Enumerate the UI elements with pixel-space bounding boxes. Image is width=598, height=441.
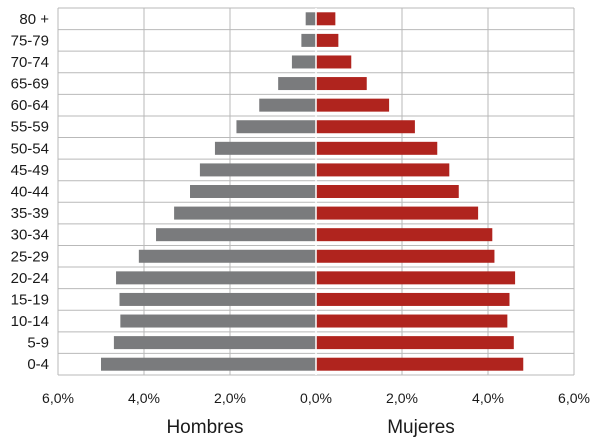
- axis-title-hombres: Hombres: [166, 417, 243, 438]
- bar-hombres-15-19: [119, 292, 317, 306]
- category-label: 30-34: [11, 227, 49, 244]
- bar-mujeres-35-39: [316, 206, 479, 220]
- category-label: 70-74: [11, 54, 49, 71]
- bar-hombres-25-29: [138, 249, 316, 263]
- category-label: 55-59: [11, 119, 49, 136]
- bar-hombres-65-69: [278, 77, 316, 91]
- category-label: 35-39: [11, 205, 49, 222]
- bar-hombres-30-34: [156, 228, 316, 242]
- category-label: 60-64: [11, 97, 49, 114]
- category-label: 45-49: [11, 162, 49, 179]
- bar-hombres-55-59: [236, 120, 316, 134]
- category-label: 5-9: [27, 335, 49, 352]
- category-label: 20-24: [11, 270, 49, 287]
- bar-mujeres-25-29: [316, 249, 495, 263]
- bar-mujeres-5-9: [316, 336, 514, 350]
- bar-mujeres-10-14: [316, 314, 508, 328]
- axis-title-mujeres: Mujeres: [387, 417, 455, 438]
- bar-hombres-10-14: [120, 314, 316, 328]
- x-tick-label: 0,0%: [300, 390, 332, 406]
- category-label: 80 +: [19, 11, 49, 28]
- bar-hombres-80+: [305, 12, 316, 26]
- category-label: 40-44: [11, 184, 49, 201]
- bar-hombres-0-4: [101, 357, 316, 371]
- bar-mujeres-65-69: [316, 77, 367, 91]
- bar-mujeres-55-59: [316, 120, 415, 134]
- x-tick-label: 4,0%: [472, 390, 504, 406]
- category-label: 65-69: [11, 76, 49, 93]
- bar-mujeres-60-64: [316, 98, 390, 112]
- bar-hombres-70-74: [291, 55, 316, 69]
- category-label: 75-79: [11, 32, 49, 49]
- bar-mujeres-75-79: [316, 33, 339, 47]
- bar-mujeres-15-19: [316, 292, 510, 306]
- category-label: 50-54: [11, 140, 49, 157]
- category-label: 10-14: [11, 313, 49, 330]
- x-tick-labels: 6,0% 4,0% 2,0% 0,0% 2,0% 4,0% 6,0%: [42, 390, 590, 406]
- bar-mujeres-40-44: [316, 185, 459, 198]
- bar-hombres-50-54: [214, 141, 316, 155]
- bar-hombres-40-44: [190, 185, 316, 198]
- bar-hombres-20-24: [116, 271, 316, 285]
- bar-mujeres-0-4: [316, 357, 524, 371]
- bar-hombres-5-9: [113, 336, 317, 350]
- bar-hombres-75-79: [301, 33, 316, 47]
- bar-mujeres-45-49: [316, 163, 450, 177]
- category-label: 0-4: [27, 356, 49, 373]
- bar-hombres-60-64: [259, 98, 316, 112]
- x-tick-label: 6,0%: [42, 390, 74, 406]
- bar-hombres-45-49: [199, 163, 316, 177]
- bars: [101, 12, 524, 371]
- x-tick-label: 6,0%: [558, 390, 590, 406]
- bar-mujeres-20-24: [316, 271, 516, 285]
- bar-mujeres-50-54: [316, 141, 438, 155]
- bar-mujeres-30-34: [316, 228, 493, 242]
- category-label: 15-19: [11, 291, 49, 308]
- bar-mujeres-70-74: [316, 55, 352, 69]
- bar-hombres-35-39: [174, 206, 316, 220]
- x-tick-label: 2,0%: [386, 390, 418, 406]
- x-tick-label: 4,0%: [128, 390, 160, 406]
- category-label: 25-29: [11, 248, 49, 265]
- category-labels: 0-4 5-9 10-14 15-19 20-24 25-29 30-34 35-39 40-4…: [11, 11, 50, 373]
- bar-mujeres-80+: [316, 12, 336, 26]
- x-tick-label: 2,0%: [214, 390, 246, 406]
